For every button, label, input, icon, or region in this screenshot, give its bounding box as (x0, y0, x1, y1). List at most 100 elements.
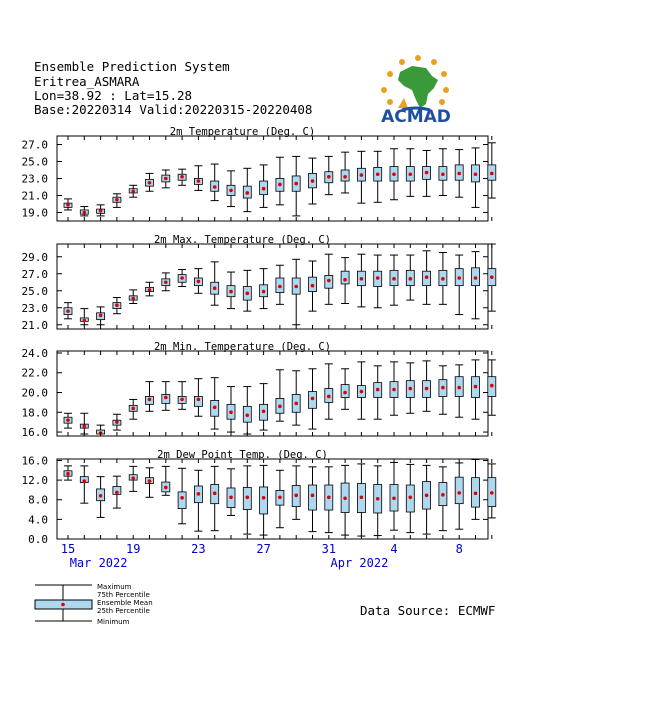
mean-marker (229, 188, 233, 193)
mean-marker (310, 179, 315, 183)
legend-label-maximum: Maximum (97, 583, 132, 591)
mean-marker (164, 280, 168, 285)
y-tick-label: 29.0 (22, 251, 49, 264)
mean-marker (408, 277, 413, 281)
y-tick-label: 22.0 (22, 367, 49, 380)
mean-marker (196, 179, 201, 183)
iqr-box (259, 486, 269, 515)
x-tick-label: 27 (256, 542, 270, 556)
mean-marker (473, 491, 478, 496)
mean-marker (115, 420, 119, 424)
chart-panel-3: 2m Min. Temperature (Deg. C) 24.0 22.0 20.0… (22, 341, 497, 439)
mean-marker (66, 309, 70, 313)
mean-marker (359, 277, 364, 281)
y-tick-label: 23.0 (22, 173, 49, 186)
mean-marker (359, 173, 364, 177)
x-tick-label: 23 (191, 542, 205, 556)
mean-marker (180, 175, 184, 179)
iqr-box (112, 486, 122, 495)
chart-panel-2: 2m Max. Temperature (Deg. C) 29.0 27.0 25.0… (22, 234, 497, 332)
mean-marker (441, 493, 445, 497)
x-tick-label: 4 (390, 542, 397, 556)
iqr-box (308, 484, 317, 511)
iqr-box (454, 476, 464, 505)
mean-marker (131, 406, 135, 411)
chart-panel-4: 2m Dew Point Temp. (Deg. C) 16.0 12.0 8.0 4.… (22, 449, 497, 546)
mean-marker (98, 209, 103, 213)
mean-marker (343, 175, 347, 179)
mean-marker (457, 276, 462, 280)
mean-marker (294, 493, 299, 498)
mean-marker (375, 172, 380, 177)
mean-marker (490, 275, 494, 279)
mean-marker (82, 318, 87, 323)
mean-marker (147, 397, 152, 402)
mean-marker (212, 491, 217, 496)
mean-marker (212, 286, 217, 291)
y-tick-label: 25.0 (22, 285, 49, 298)
mean-marker (327, 394, 331, 399)
mean-marker (359, 389, 364, 394)
mean-marker (261, 409, 266, 414)
mean-marker (147, 479, 152, 483)
mean-marker (310, 493, 315, 498)
y-tick-label: 19.0 (22, 207, 49, 220)
y-tick-label: 8.0 (28, 494, 48, 507)
mean-marker (424, 275, 429, 279)
mean-marker (245, 291, 250, 296)
y-tick-label: 0.0 (28, 533, 48, 546)
y-tick-label: 27.0 (22, 268, 49, 281)
y-tick-label: 24.0 (22, 347, 49, 360)
mean-marker (473, 384, 478, 389)
y-tick-label: 23.0 (22, 302, 49, 315)
mean-marker (359, 495, 364, 500)
mean-marker (245, 191, 250, 195)
mean-marker (310, 283, 315, 288)
y-tick-label: 20.0 (22, 387, 49, 400)
mean-marker (115, 303, 119, 308)
mean-marker (375, 276, 380, 280)
legend-label-p75: 75th Percentile (97, 591, 150, 599)
mean-marker (196, 397, 201, 402)
panel-title: 2m Dew Point Temp. (Deg. C) (157, 449, 328, 461)
x-tick-label: 8 (456, 542, 463, 556)
mean-marker (294, 284, 299, 289)
mean-marker (392, 496, 396, 501)
legend-mean-marker (61, 602, 65, 607)
y-tick-label: 12.0 (22, 474, 49, 487)
mean-marker (294, 181, 299, 186)
mean-marker (327, 495, 331, 500)
legend-label-p25: 25th Percentile (97, 607, 150, 615)
mean-marker (408, 386, 413, 391)
mean-marker (473, 276, 478, 280)
iqr-box (177, 491, 187, 509)
x-tick-label: 15 (61, 542, 75, 556)
mean-marker (310, 396, 315, 401)
chart-panel-1: 2m Temperature (Deg. C) 27.0 25.0 23.0 21.0 1… (22, 126, 497, 222)
mean-marker (98, 313, 103, 318)
mean-marker (196, 492, 201, 496)
mean-marker (490, 383, 494, 388)
mean-marker (180, 495, 184, 500)
mean-marker (147, 180, 152, 185)
mean-marker (424, 170, 429, 175)
mean-marker (278, 284, 282, 289)
y-tick-label: 21.0 (22, 319, 49, 332)
sun-rays-icon (381, 55, 449, 108)
mean-marker (327, 175, 331, 179)
legend-label-minimum: Minimum (97, 618, 130, 626)
mean-marker (196, 279, 201, 284)
station-name: Eritrea_ASMARA (34, 74, 140, 89)
data-source: Data Source: ECMWF (360, 603, 496, 618)
mean-marker (457, 171, 462, 176)
panel-title: 2m Temperature (Deg. C) (170, 126, 315, 138)
africa-map-icon (398, 66, 438, 108)
mean-marker (66, 418, 70, 422)
mean-marker (98, 494, 103, 498)
y-tick-label: 21.0 (22, 190, 49, 203)
mean-marker (278, 404, 282, 409)
mean-marker (164, 176, 168, 181)
acmad-logo: ACMAD (381, 55, 451, 126)
x-month-label: Apr 2022 (331, 556, 389, 570)
mean-marker (327, 278, 331, 283)
